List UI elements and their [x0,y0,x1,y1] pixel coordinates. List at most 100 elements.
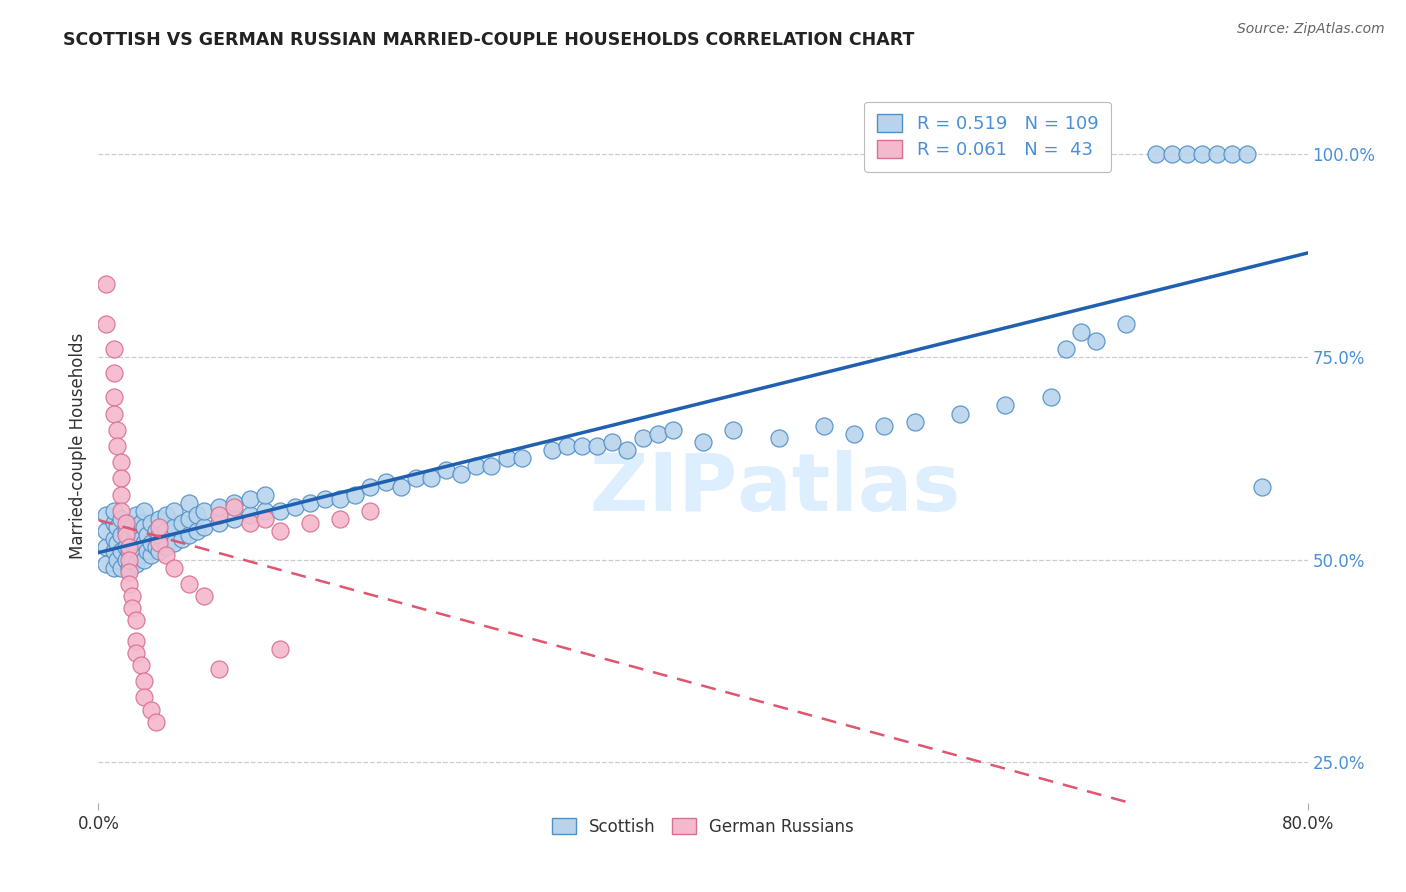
Point [873,418,896,433]
Point [239,516,262,530]
Point [374,475,396,490]
Point [103,504,125,518]
Point [105,552,128,566]
Point [329,491,352,506]
Point [103,544,125,558]
Point [125,524,148,538]
Point [110,504,132,518]
Point [114,524,136,538]
Point [1115,318,1137,332]
Point [148,520,170,534]
Point [110,528,132,542]
Point [269,504,291,518]
Point [1191,147,1213,161]
Point [586,439,609,453]
Point [94,277,117,291]
Text: Source: ZipAtlas.com: Source: ZipAtlas.com [1237,22,1385,37]
Point [129,533,152,547]
Point [450,467,472,482]
Point [135,544,157,558]
Point [1206,147,1229,161]
Point [179,528,201,542]
Point [1039,390,1062,404]
Point [208,516,231,530]
Point [723,423,745,437]
Point [155,541,177,555]
Point [110,560,132,574]
Point [129,516,152,530]
Point [163,504,186,518]
Point [253,512,276,526]
Point [118,560,141,574]
Point [121,601,143,615]
Point [129,549,152,563]
Point [170,533,193,547]
Point [193,589,215,603]
Point [269,641,291,656]
Point [389,479,412,493]
Point [299,496,322,510]
Point [94,508,117,522]
Point [179,496,201,510]
Point [125,557,148,571]
Point [692,434,714,449]
Y-axis label: Married-couple Households: Married-couple Households [69,333,87,559]
Point [110,488,132,502]
Point [132,504,155,518]
Point [224,500,246,514]
Point [1220,147,1243,161]
Point [1160,147,1182,161]
Point [114,528,136,542]
Point [495,451,517,466]
Legend: Scottish, German Russians: Scottish, German Russians [544,810,862,845]
Point [129,657,152,672]
Point [125,646,148,660]
Point [103,342,125,356]
Point [125,541,148,555]
Point [813,418,835,433]
Point [1070,326,1092,340]
Point [103,366,125,380]
Point [110,512,132,526]
Point [170,516,193,530]
Point [1144,147,1167,161]
Point [949,407,972,421]
Point [208,662,231,676]
Point [105,520,128,534]
Point [481,459,503,474]
Text: ZIP​atlas: ZIP​atlas [591,450,960,528]
Point [94,318,117,332]
Point [103,390,125,404]
Point [314,491,336,506]
Point [360,504,382,518]
Point [110,455,132,469]
Point [1251,479,1274,493]
Point [239,508,262,522]
Point [145,524,167,538]
Point [103,533,125,547]
Point [186,524,208,538]
Point [121,520,143,534]
Point [555,439,578,453]
Point [94,557,117,571]
Point [1054,342,1077,356]
Point [94,524,117,538]
Point [132,552,155,566]
Point [344,488,367,502]
Point [904,415,927,429]
Point [647,426,669,441]
Point [405,471,427,485]
Point [1085,334,1108,348]
Point [155,508,177,522]
Point [114,541,136,555]
Point [631,431,654,445]
Point [148,544,170,558]
Point [420,471,443,485]
Point [105,439,128,453]
Point [163,520,186,534]
Point [118,577,141,591]
Point [145,714,167,729]
Point [132,690,155,705]
Point [141,702,163,716]
Point [110,471,132,485]
